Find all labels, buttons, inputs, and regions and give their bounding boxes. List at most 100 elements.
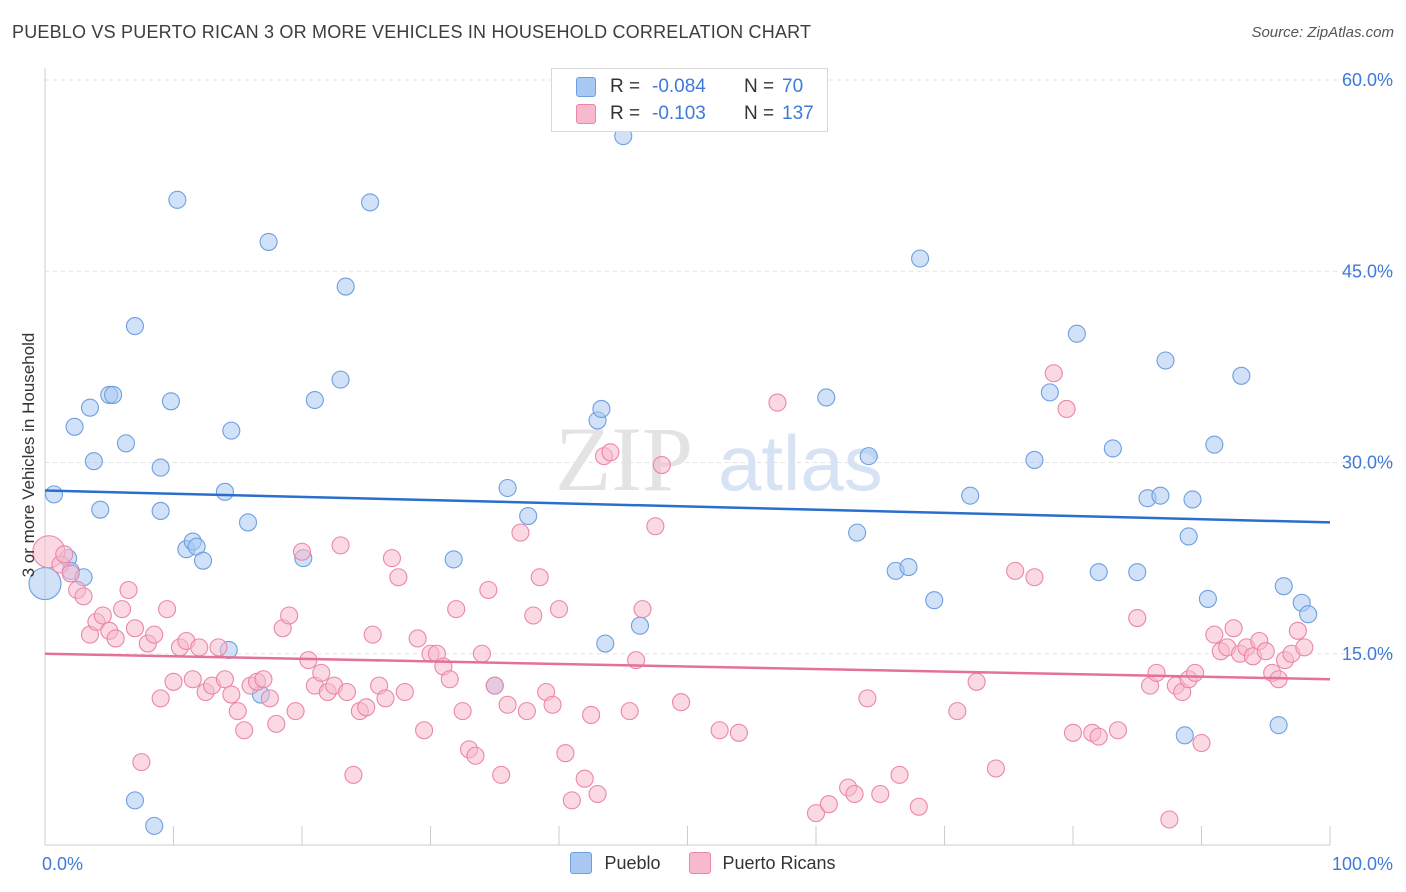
puerto-ricans-point — [331, 536, 350, 555]
legend-n-label: N = — [744, 76, 775, 97]
puerto-ricans-point — [164, 672, 183, 691]
puerto-ricans-trend-line — [44, 652, 1331, 681]
puerto-ricans-point — [440, 670, 459, 689]
y-tick-label: 60.0% — [1342, 70, 1393, 90]
puerto-ricans-point — [768, 393, 787, 412]
puerto-ricans-point — [292, 542, 312, 561]
pueblo-point — [361, 193, 380, 212]
pueblo-point — [1232, 366, 1251, 385]
legend-r-value: -0.103 — [652, 103, 706, 124]
pueblo-point — [592, 399, 611, 419]
pueblo-point — [331, 370, 350, 389]
puerto-ricans-point — [845, 784, 864, 804]
puerto-ricans-point — [620, 702, 639, 721]
puerto-ricans-point — [125, 619, 144, 638]
pueblo-point — [1205, 435, 1224, 454]
puerto-ricans-point — [415, 721, 434, 740]
pueblo-point — [116, 434, 136, 453]
legend-item-puerto-ricans[interactable]: Puerto Ricans — [688, 852, 836, 874]
puerto-ricans-point — [344, 765, 363, 784]
puerto-ricans-point — [1044, 364, 1063, 383]
pueblo-legend-label: Pueblo — [604, 852, 661, 873]
pueblo-point — [1089, 563, 1108, 582]
legend-row-puerto-ricans: R = -0.103 N = 137 — [576, 102, 814, 126]
puerto-ricans-point — [280, 606, 299, 625]
puerto-ricans-point — [466, 746, 485, 765]
pueblo-point — [215, 482, 234, 501]
puerto-ricans-point — [1192, 733, 1211, 753]
puerto-ricans-point — [472, 644, 491, 663]
pueblo-point — [1198, 589, 1217, 608]
puerto-ricans-point — [479, 580, 498, 600]
puerto-ricans-point — [1288, 621, 1307, 640]
pueblo-point — [899, 557, 918, 577]
puerto-ricans-point — [1295, 638, 1314, 657]
puerto-ricans-point — [871, 784, 890, 804]
legend-r-label: R = — [610, 76, 641, 97]
pueblo-point — [44, 485, 64, 504]
puerto-ricans-point — [819, 795, 838, 814]
puerto-ricans-point — [254, 670, 273, 689]
y-axis-title: 3 or more Vehicles in Household — [19, 333, 38, 578]
puerto-ricans-point — [556, 744, 575, 763]
puerto-ricans-point — [524, 606, 543, 625]
puerto-ricans-point — [967, 672, 986, 691]
pueblo-point — [1025, 450, 1044, 470]
trend-lines — [44, 489, 1331, 681]
pueblo-point — [145, 816, 164, 835]
pueblo-point — [151, 501, 170, 521]
pueblo-point — [222, 421, 241, 440]
puerto-ricans-point — [890, 765, 909, 784]
pueblo-point — [336, 277, 355, 296]
axes — [44, 68, 1331, 846]
pueblo-point — [80, 398, 100, 417]
x-tick-label: 100.0% — [1332, 854, 1393, 874]
puerto-ricans-point — [267, 714, 286, 733]
pueblo-point — [1299, 605, 1318, 624]
pueblo-point — [91, 500, 110, 519]
puerto-ricans-legend-label: Puerto Ricans — [722, 852, 836, 873]
pueblo-point — [848, 523, 867, 542]
puerto-ricans-point — [511, 523, 530, 542]
pueblo-point — [65, 417, 84, 436]
puerto-ricans-point — [1160, 810, 1179, 829]
pueblo-point — [168, 190, 187, 209]
puerto-ricans-point — [260, 689, 279, 708]
puerto-ricans-legend-swatch — [688, 852, 711, 874]
puerto-ricans-point — [376, 689, 395, 708]
x-tick-labels: 0.0% 100.0% — [42, 854, 1393, 874]
pueblo-point — [498, 478, 517, 498]
legend-row-pueblo: R = -0.084 N = 70 — [576, 75, 803, 99]
puerto-ricans-point — [363, 625, 382, 644]
pueblo-point — [305, 390, 324, 410]
puerto-ricans-point — [633, 600, 652, 619]
pueblo-point — [238, 513, 258, 532]
puerto-ricans-point — [106, 629, 125, 648]
grid-lines — [45, 79, 1395, 655]
puerto-ricans-point — [1224, 619, 1243, 638]
puerto-ricans-point — [582, 705, 601, 725]
pueblo-point — [911, 249, 930, 268]
puerto-ricans-point — [492, 765, 511, 784]
puerto-ricans-point — [652, 455, 671, 475]
puerto-ricans-point — [215, 670, 234, 689]
pueblo-point — [1269, 716, 1288, 735]
puerto-ricans-point — [806, 804, 826, 823]
series-legend: Pueblo Puerto Ricans — [0, 852, 1406, 874]
puerto-ricans-point — [93, 606, 112, 625]
puerto-ricans-point — [1256, 642, 1275, 661]
y-tick-labels: 15.0% 30.0% 45.0% 60.0% — [1342, 70, 1393, 664]
puerto-ricans-point — [710, 721, 729, 740]
puerto-ricans-point — [1128, 608, 1147, 628]
legend-item-pueblo[interactable]: Pueblo — [570, 852, 661, 874]
pueblo-swatch — [576, 77, 596, 97]
pueblo-point — [630, 616, 650, 635]
legend-n-value: 137 — [782, 103, 814, 124]
y-tick-label: 45.0% — [1342, 261, 1393, 281]
puerto-ricans-point — [485, 676, 504, 695]
puerto-ricans-point — [145, 625, 164, 644]
puerto-ricans-point — [74, 587, 93, 606]
puerto-ricans-point — [948, 702, 967, 721]
puerto-ricans-point — [858, 689, 877, 708]
correlation-legend: R = -0.084 N = 70 R = -0.103 N = 137 — [551, 68, 828, 132]
